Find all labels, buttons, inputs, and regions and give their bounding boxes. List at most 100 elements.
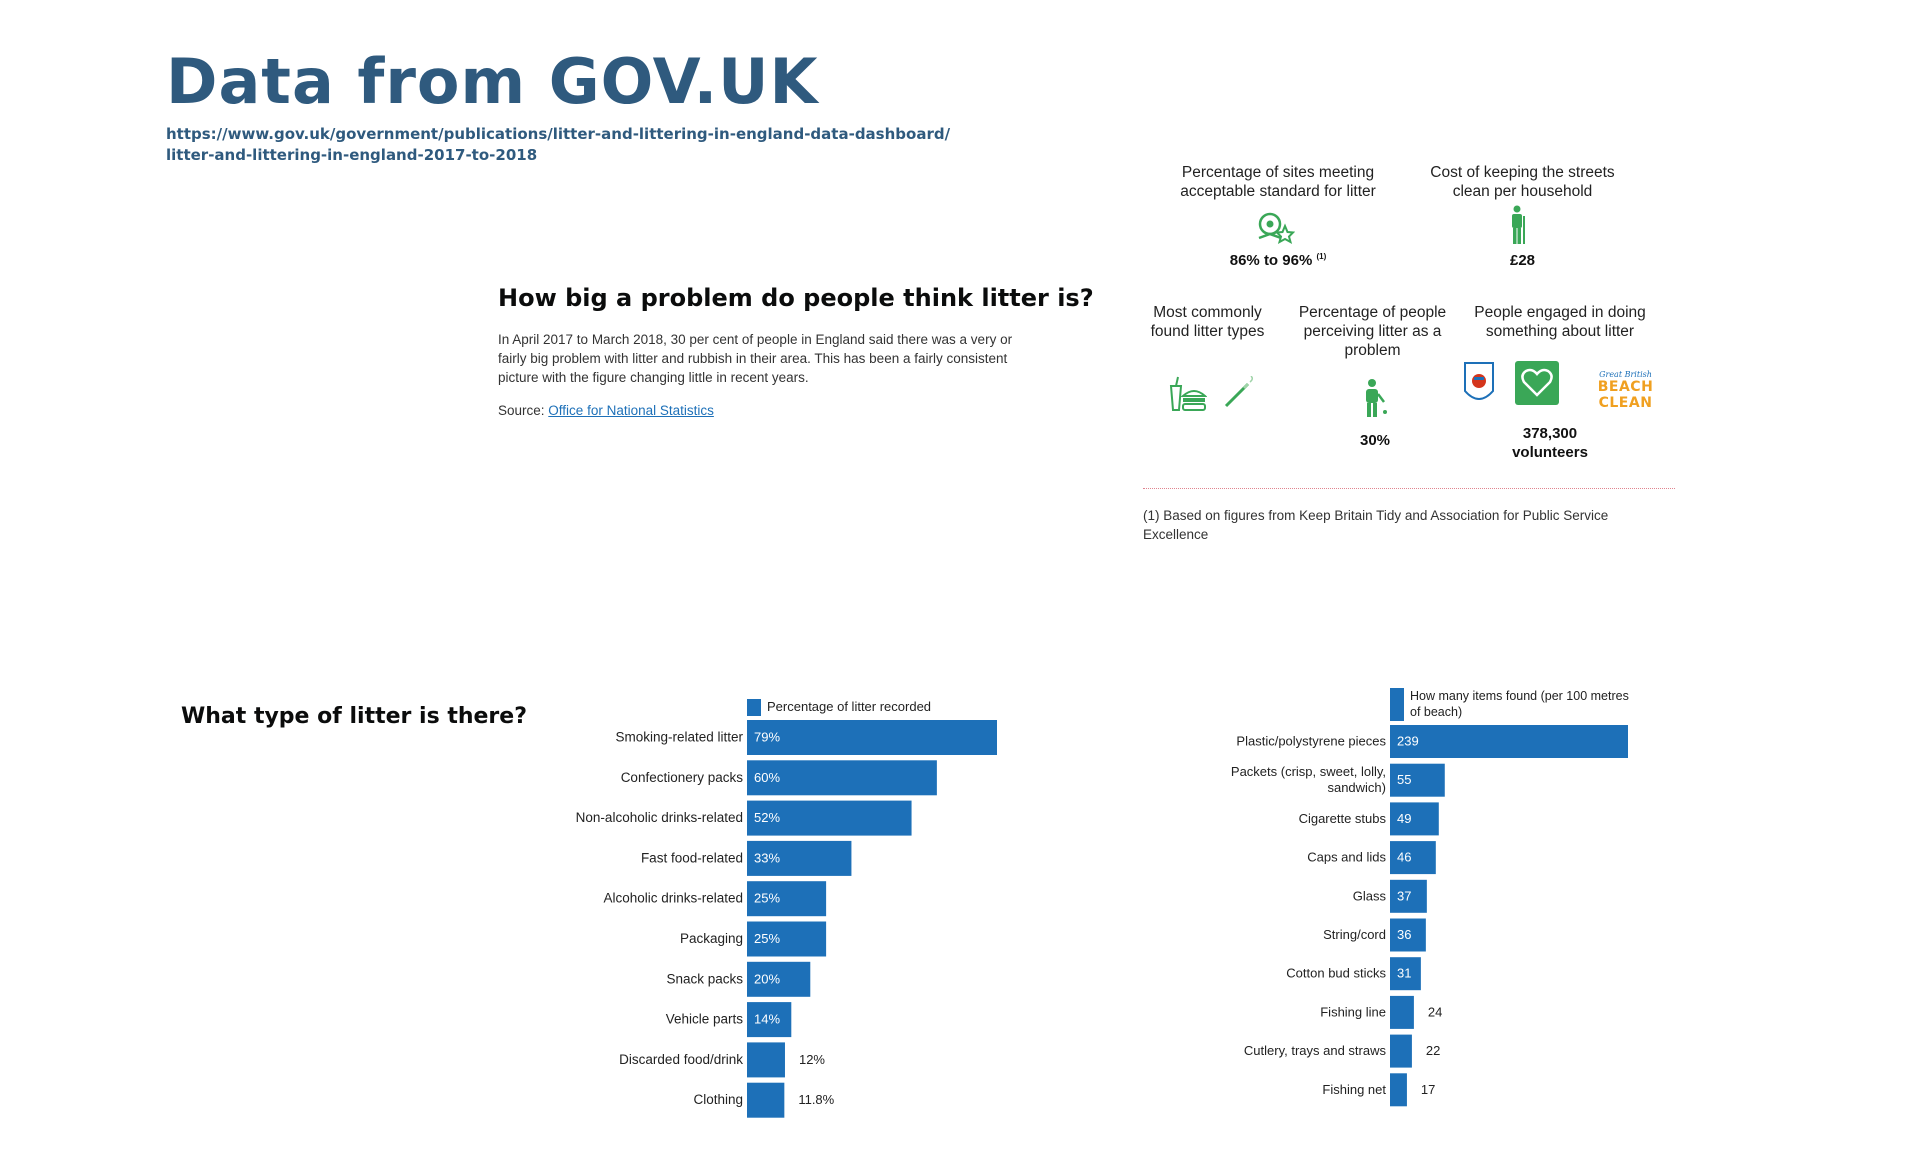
source-label: Source: bbox=[498, 403, 545, 418]
source-url-line-2[interactable]: litter-and-littering-in-england-2017-to-… bbox=[166, 146, 538, 164]
bar bbox=[1390, 802, 1439, 836]
data-label: 11.8% bbox=[798, 1092, 834, 1107]
litter-heading: What type of litter is there? bbox=[181, 704, 527, 729]
bar bbox=[1390, 763, 1445, 797]
data-label: 12% bbox=[799, 1052, 825, 1067]
category-label: Vehicle parts bbox=[666, 1012, 744, 1027]
data-label: 20% bbox=[754, 971, 780, 986]
beach-clean-logo: Great British BEACH CLEAN bbox=[1578, 370, 1673, 411]
heart-logo bbox=[1515, 361, 1559, 405]
data-label: 37 bbox=[1397, 888, 1411, 903]
problem-source: Source: Office for National Statistics bbox=[498, 403, 714, 418]
data-label: 52% bbox=[754, 810, 780, 825]
category-label: Fishing line bbox=[1320, 1004, 1386, 1019]
category-label: Cutlery, trays and straws bbox=[1244, 1043, 1387, 1058]
info-sites-note-marker: (1) bbox=[1316, 252, 1327, 261]
page-title: Data from GOV.UK bbox=[166, 45, 819, 118]
data-label: 14% bbox=[754, 1012, 780, 1027]
category-label: Plastic/polystyrene pieces bbox=[1236, 734, 1386, 749]
info-perceiving-value: 30% bbox=[1359, 432, 1391, 449]
litter-type-chart: Percentage of litter recorded Smoking-rel… bbox=[576, 699, 997, 1118]
bar bbox=[1390, 1034, 1412, 1068]
category-label: sandwich) bbox=[1327, 780, 1386, 795]
category-label: Packaging bbox=[680, 931, 743, 946]
category-label: Alcoholic drinks-related bbox=[603, 891, 743, 906]
source-link[interactable]: Office for National Statistics bbox=[548, 403, 714, 418]
bar bbox=[1390, 879, 1427, 913]
location-star-icon bbox=[1258, 212, 1295, 245]
bar bbox=[747, 921, 827, 957]
data-label: 46 bbox=[1397, 850, 1411, 865]
category-label: Glass bbox=[1353, 888, 1387, 903]
bar bbox=[747, 760, 937, 796]
bar bbox=[747, 881, 827, 917]
category-label: Confectionery packs bbox=[621, 770, 744, 785]
info-cost: Cost of keeping the streets clean per ho… bbox=[1410, 163, 1635, 201]
category-label: Packets (crisp, sweet, lolly, bbox=[1231, 764, 1386, 779]
beach-items-chart: How many items found (per 100 metres of b… bbox=[1231, 688, 1629, 1107]
info-engaged-value-line-1: 378,300 bbox=[1522, 425, 1578, 442]
legend-label: Percentage of litter recorded bbox=[767, 699, 931, 714]
info-engaged-label: People engaged in doing something about … bbox=[1474, 304, 1646, 340]
category-label: Cotton bud sticks bbox=[1286, 966, 1386, 981]
bar bbox=[747, 1042, 785, 1078]
category-label: Discarded food/drink bbox=[619, 1052, 743, 1067]
data-label: 25% bbox=[754, 931, 780, 946]
data-label: 22 bbox=[1426, 1043, 1440, 1058]
data-label: 31 bbox=[1397, 966, 1411, 981]
bar bbox=[1390, 957, 1421, 991]
legend-swatch bbox=[1390, 688, 1404, 721]
category-label: Non-alcoholic drinks-related bbox=[576, 810, 743, 825]
info-engaged-value-line-2: volunteers bbox=[1512, 444, 1588, 461]
data-label: 79% bbox=[754, 730, 780, 745]
bar bbox=[747, 840, 852, 876]
category-label: String/cord bbox=[1323, 927, 1386, 942]
legend-label: How many items found (per 100 metres bbox=[1410, 689, 1629, 703]
bar bbox=[1390, 995, 1414, 1029]
info-types: Most commonly found litter types bbox=[1140, 303, 1275, 341]
fast-food-icon bbox=[1169, 376, 1207, 411]
info-cost-value: £28 bbox=[1509, 252, 1536, 269]
legend-swatch bbox=[747, 699, 761, 716]
problem-heading: How big a problem do people think litter… bbox=[498, 284, 1094, 312]
bar bbox=[747, 1002, 792, 1038]
beach-clean-logo-top: Great British bbox=[1599, 370, 1652, 379]
beach-clean-logo-main: BEACH CLEAN bbox=[1597, 379, 1654, 411]
category-label: Clothing bbox=[693, 1092, 743, 1107]
person-littering-icon bbox=[1366, 379, 1387, 417]
info-cost-label: Cost of keeping the streets clean per ho… bbox=[1430, 164, 1615, 200]
data-label: 17 bbox=[1421, 1082, 1435, 1097]
data-label: 60% bbox=[754, 770, 780, 785]
data-label: 49 bbox=[1397, 811, 1411, 826]
source-url-line-1[interactable]: https://www.gov.uk/government/publicatio… bbox=[166, 125, 951, 143]
category-label: Snack packs bbox=[666, 971, 743, 986]
bar bbox=[1390, 725, 1628, 758]
bar bbox=[747, 800, 912, 836]
category-label: Caps and lids bbox=[1307, 850, 1386, 865]
info-perceiving-label: Percentage of people perceiving litter a… bbox=[1298, 304, 1447, 359]
bar bbox=[747, 961, 811, 997]
bar bbox=[1390, 918, 1426, 952]
category-label: Fast food-related bbox=[641, 850, 743, 865]
info-perceiving: Percentage of people perceiving litter a… bbox=[1290, 303, 1455, 360]
keep-britain-tidy-logo bbox=[1464, 362, 1494, 400]
info-engaged: People engaged in doing something about … bbox=[1465, 303, 1655, 341]
legend-label: of beach) bbox=[1410, 705, 1462, 719]
category-label: Cigarette stubs bbox=[1299, 811, 1387, 826]
info-sites-value-text: 86% to 96% bbox=[1229, 252, 1313, 269]
category-label: Smoking-related litter bbox=[615, 730, 743, 745]
footnote: (1) Based on figures from Keep Britain T… bbox=[1143, 508, 1609, 542]
data-label: 24 bbox=[1428, 1004, 1442, 1019]
cigarette-icon bbox=[1224, 376, 1254, 408]
data-label: 33% bbox=[754, 850, 780, 865]
data-label: 55 bbox=[1397, 772, 1411, 787]
info-sites-label: Percentage of sites meeting acceptable s… bbox=[1180, 164, 1376, 200]
info-types-label: Most commonly found litter types bbox=[1150, 304, 1265, 340]
bar bbox=[1390, 1073, 1407, 1107]
info-sites-value: 86% to 96% (1) bbox=[1163, 252, 1393, 269]
problem-body-text: In April 2017 to March 2018, 30 per cent… bbox=[498, 332, 1013, 385]
data-label: 36 bbox=[1397, 927, 1411, 942]
bar bbox=[747, 720, 997, 755]
street-cleaner-icon bbox=[1512, 205, 1525, 244]
bar bbox=[1390, 841, 1436, 875]
